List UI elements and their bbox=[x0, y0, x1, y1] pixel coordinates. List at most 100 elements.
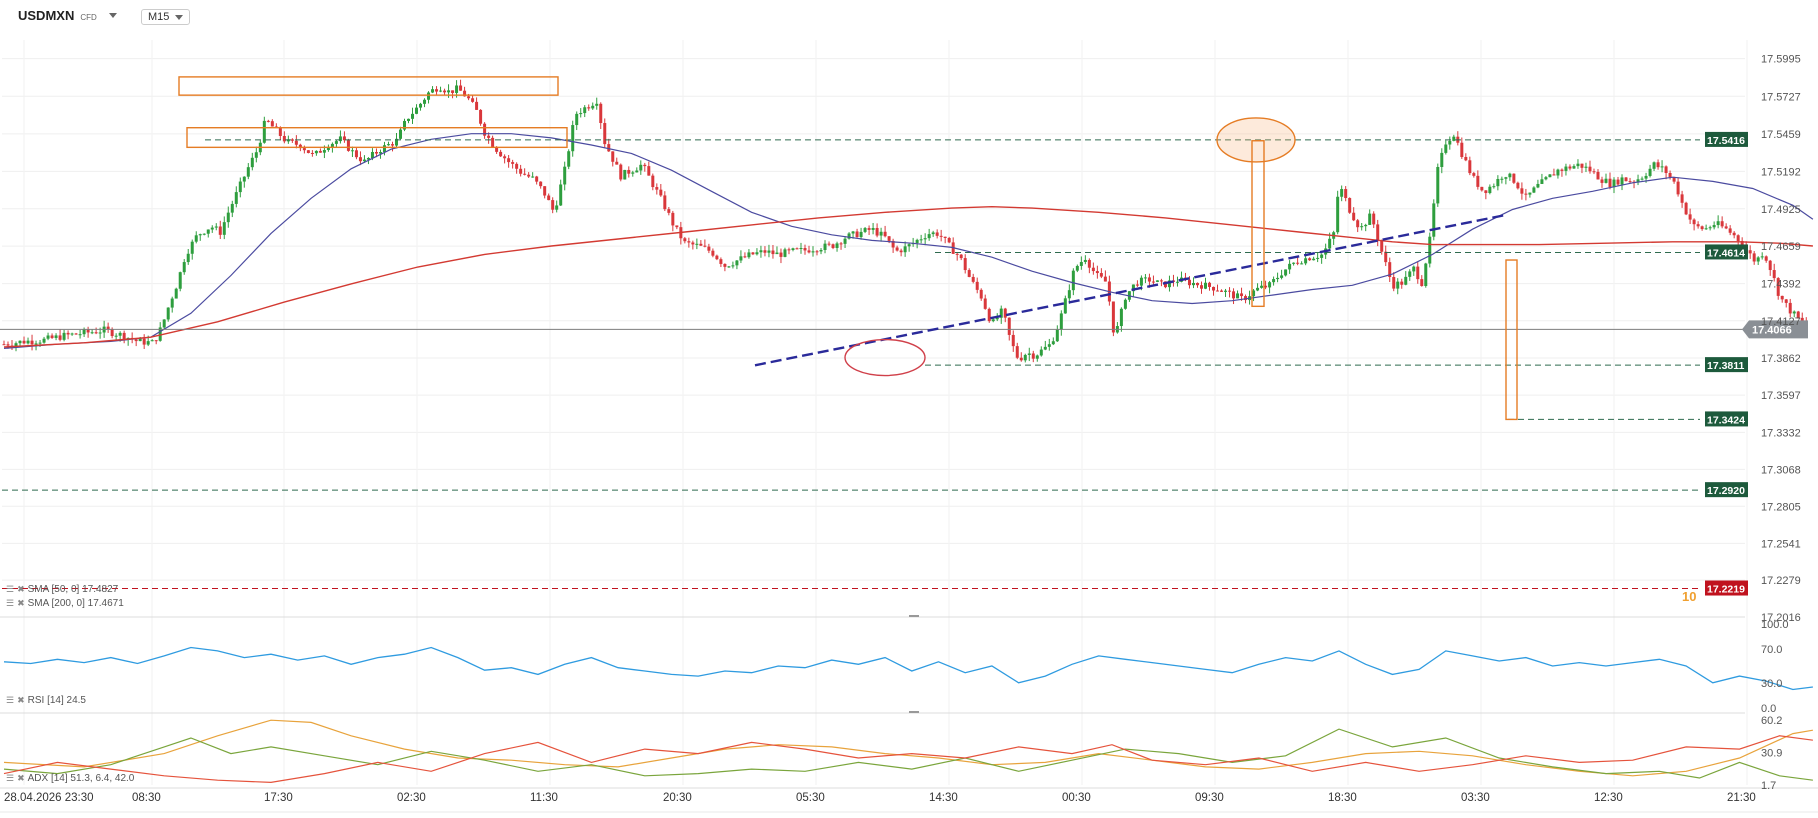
candle-body bbox=[623, 169, 627, 180]
candle-body bbox=[1260, 285, 1264, 288]
symbol-selector[interactable]: USDMXN CFD bbox=[18, 8, 117, 23]
candle-body bbox=[298, 144, 302, 149]
menu-icon[interactable]: ☰ bbox=[6, 773, 15, 783]
candle-body bbox=[775, 252, 779, 255]
candle-body bbox=[238, 181, 242, 193]
candle-body bbox=[735, 260, 739, 266]
candle-body bbox=[182, 262, 186, 273]
candle-body bbox=[1019, 357, 1023, 361]
candle-body bbox=[1552, 174, 1556, 176]
rsi-tick-label: 70.0 bbox=[1761, 644, 1782, 656]
candle-body bbox=[779, 252, 783, 257]
sma50-legend[interactable]: ☰ ✖ SMA [50, 0] 17.4827 bbox=[6, 584, 118, 595]
candle-body bbox=[1776, 278, 1780, 296]
candle-body bbox=[715, 255, 719, 260]
candle-body bbox=[1155, 280, 1159, 282]
candle-body bbox=[78, 334, 82, 336]
close-icon[interactable]: ✖ bbox=[17, 598, 25, 608]
rsi-legend[interactable]: ☰ ✖ RSI [14] 24.5 bbox=[6, 695, 86, 706]
timeframe-selector[interactable]: M15 bbox=[141, 9, 191, 25]
candle-body bbox=[887, 236, 891, 241]
candle-body bbox=[1191, 282, 1195, 286]
rsi-tick-label: 100.0 bbox=[1761, 619, 1789, 631]
chevron-down-icon[interactable] bbox=[108, 13, 117, 18]
candle-body bbox=[767, 250, 771, 253]
candle-body bbox=[334, 141, 338, 144]
candle-body bbox=[803, 248, 807, 251]
candle-body bbox=[615, 161, 619, 165]
candle-body bbox=[1372, 213, 1376, 225]
candle-body bbox=[1448, 140, 1452, 145]
candle-body bbox=[1512, 173, 1516, 183]
candle-body bbox=[603, 123, 607, 145]
candle-body bbox=[539, 181, 543, 187]
resistance-zone-box bbox=[178, 76, 559, 96]
adx-tick-label: 60.2 bbox=[1761, 715, 1782, 727]
level-badge bbox=[1705, 411, 1748, 427]
candle-body bbox=[366, 157, 370, 160]
candle-body bbox=[1280, 275, 1284, 278]
candle-body bbox=[1452, 136, 1456, 141]
candle-body bbox=[1071, 270, 1075, 291]
candles bbox=[2, 79, 1808, 363]
candle-body bbox=[174, 288, 178, 299]
candle-body bbox=[18, 340, 22, 344]
candle-body bbox=[270, 121, 274, 127]
candle-body bbox=[1540, 179, 1544, 184]
close-icon[interactable]: ✖ bbox=[17, 695, 25, 705]
time-axis: 28.04.2026 23:30 08:30 17:30 02:30 11:30 20:3… bbox=[4, 792, 1756, 804]
candle-body bbox=[1708, 227, 1712, 229]
candle-body bbox=[66, 332, 70, 335]
candle-body bbox=[1584, 166, 1588, 168]
candle-body bbox=[1392, 277, 1396, 289]
candle-body bbox=[250, 157, 254, 168]
candle-body bbox=[1688, 214, 1692, 220]
candle-body bbox=[1408, 271, 1412, 277]
level-badge-label: 17.4614 bbox=[1707, 247, 1745, 259]
sma200-legend[interactable]: ☰ ✖ SMA [200, 0] 17.4671 bbox=[6, 598, 124, 609]
candle-body bbox=[863, 228, 867, 232]
level-badge-label: 17.2219 bbox=[1707, 584, 1745, 596]
candle-body bbox=[1199, 285, 1203, 289]
candle-body bbox=[1720, 221, 1724, 227]
candle-body bbox=[1648, 168, 1652, 176]
candle-body bbox=[1035, 355, 1039, 359]
candle-body bbox=[1067, 290, 1071, 299]
price-tick-label: 17.2279 bbox=[1761, 575, 1801, 587]
candle-body bbox=[1388, 262, 1392, 278]
menu-icon[interactable]: ☰ bbox=[6, 695, 15, 705]
candle-body bbox=[1336, 196, 1340, 233]
candle-body bbox=[1240, 293, 1244, 297]
menu-icon[interactable]: ☰ bbox=[6, 584, 15, 594]
candle-body bbox=[499, 151, 503, 157]
candle-body bbox=[1055, 329, 1059, 342]
candle-body bbox=[411, 113, 415, 119]
candle-body bbox=[919, 239, 923, 241]
candle-body bbox=[1780, 295, 1784, 300]
candle-body bbox=[1748, 250, 1752, 254]
sma50-line bbox=[3, 133, 1814, 349]
level-badge bbox=[1705, 482, 1748, 498]
candle-body bbox=[691, 242, 695, 245]
candle-body bbox=[314, 150, 318, 154]
candle-body bbox=[1796, 311, 1800, 318]
candle-body bbox=[707, 246, 711, 251]
candle-body bbox=[823, 243, 827, 250]
close-icon[interactable]: ✖ bbox=[17, 773, 25, 783]
candle-body bbox=[1488, 186, 1492, 194]
candle-body bbox=[198, 234, 202, 236]
candle-body bbox=[1588, 166, 1592, 172]
candle-body bbox=[1728, 228, 1732, 233]
close-icon[interactable]: ✖ bbox=[17, 584, 25, 594]
candle-body bbox=[354, 150, 358, 158]
candle-body bbox=[1684, 202, 1688, 215]
menu-icon[interactable]: ☰ bbox=[6, 598, 15, 608]
adx-legend[interactable]: ☰ ✖ ADX [14] 51.3, 6.4, 42.0 bbox=[6, 773, 134, 784]
candle-body bbox=[306, 150, 310, 153]
candle-body bbox=[1484, 190, 1488, 194]
candle-body bbox=[1143, 277, 1147, 279]
price-tick-label: 17.5995 bbox=[1761, 54, 1801, 66]
candle-body bbox=[1472, 173, 1476, 176]
symbol-name: USDMXN bbox=[18, 8, 75, 23]
